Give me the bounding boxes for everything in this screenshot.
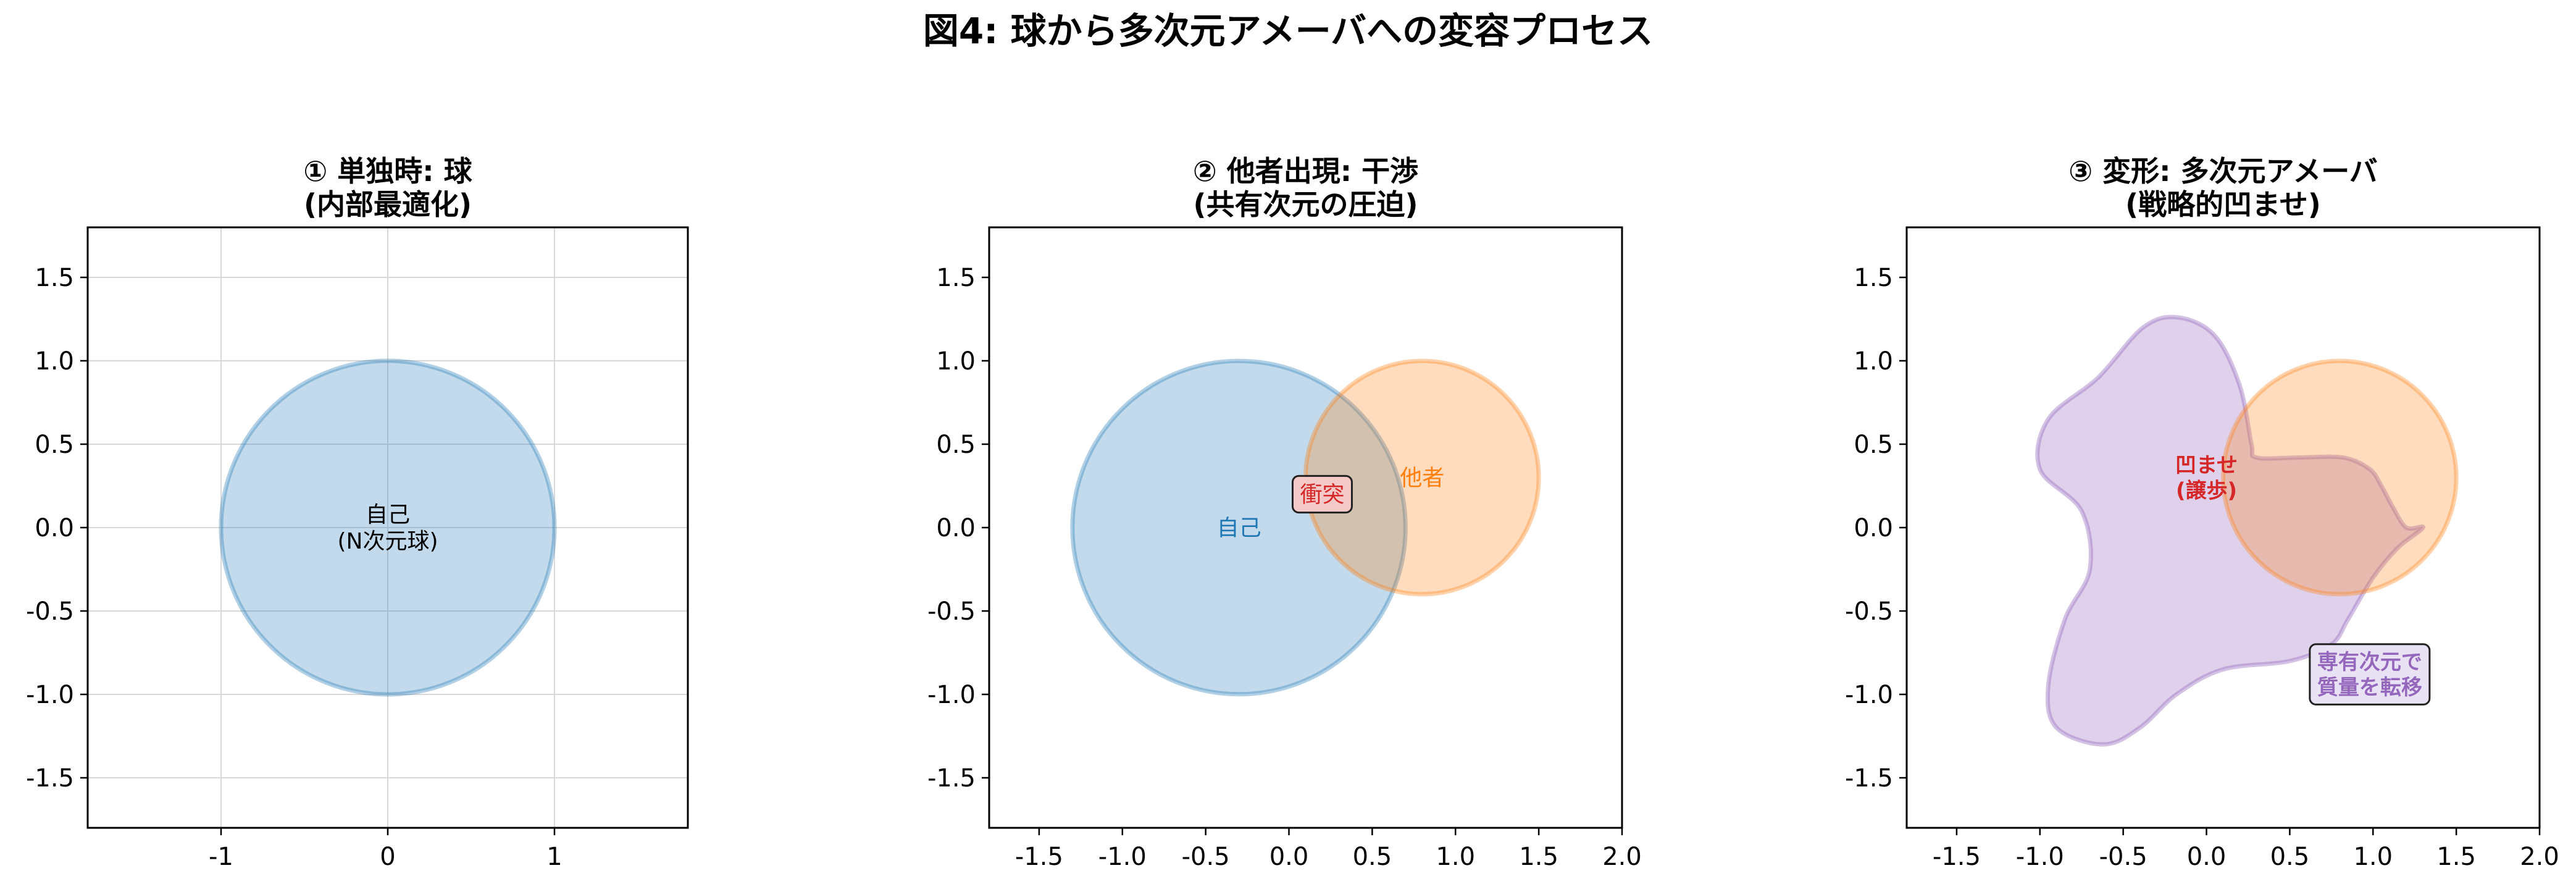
y-tick-label: -1.0: [26, 681, 74, 709]
y-tick-label: -1.0: [1845, 681, 1893, 709]
annotation-label: 他者: [1400, 466, 1444, 491]
panel-title-line: (共有次元の圧迫): [1193, 188, 1418, 221]
plot-area: [1070, 358, 1541, 697]
y-tick-label: 0.0: [35, 514, 74, 542]
annotation-label-line: 他者: [1400, 466, 1444, 491]
y-tick-label: -1.5: [1845, 764, 1893, 793]
x-tick-label: 0.0: [1269, 843, 1309, 871]
x-tick-label: -0.5: [1182, 843, 1230, 871]
y-tick-label: 0.5: [35, 431, 74, 459]
annotation-label: 衝突: [1300, 482, 1344, 508]
panel-title: ① 単独時: 球(内部最適化): [303, 154, 472, 221]
x-tick-label: 1: [546, 843, 562, 871]
y-tick-label: -0.5: [1845, 597, 1893, 626]
annotation-label: 凹ませ(譲歩): [2175, 453, 2238, 503]
annotation-label: 自己: [1217, 516, 1261, 541]
annotation-label: 専有次元で質量を転移: [2317, 650, 2422, 700]
y-tick-label: 0.5: [936, 431, 976, 459]
y-tick-label: -1.5: [26, 764, 74, 793]
y-tick-label: -1.5: [927, 764, 976, 793]
panel-title: ② 他者出現: 干渉(共有次元の圧迫): [1193, 154, 1418, 221]
x-tick-label: 0: [380, 843, 395, 871]
annotation-label-line: (N次元球): [337, 529, 438, 554]
y-tick-label: 1.0: [1854, 347, 1893, 376]
panel-title-line: ③ 変形: 多次元アメーバ: [2068, 154, 2378, 188]
x-tick-label: 1.0: [2353, 843, 2393, 871]
y-tick-label: 1.5: [35, 264, 74, 292]
y-tick-label: -0.5: [26, 597, 74, 626]
y-tick-label: 1.0: [35, 347, 74, 376]
x-tick-label: 0.0: [2187, 843, 2227, 871]
panel-title-line: (戦略的凹ませ): [2125, 188, 2321, 221]
annotation-label-line: 専有次元で: [2317, 650, 2422, 675]
annotation-label-line: 質量を転移: [2317, 675, 2422, 700]
x-tick-label: 1.0: [1436, 843, 1475, 871]
annotation-box: [1291, 474, 1353, 514]
panel-single-sphere: ① 単独時: 球(内部最適化) 自己(N次元球) -1 0 1 1.5 1.0 0.5 0.0 -…: [26, 154, 689, 871]
x-tick-label: -1.0: [1098, 843, 1147, 871]
annotation-box: [2309, 643, 2431, 706]
panel-title: ③ 変形: 多次元アメーバ(戦略的凹ませ): [2068, 154, 2378, 221]
x-tick-label: -1.5: [1015, 843, 1063, 871]
self-circle: [219, 358, 557, 697]
x-tick-label: 0.5: [2270, 843, 2310, 871]
plot-area: [219, 358, 557, 697]
other-circle: [2221, 358, 2459, 597]
self-circle: [1070, 358, 1408, 697]
y-tick-label: 0.5: [1854, 431, 1893, 459]
amoeba-shape: [2035, 314, 2425, 747]
plot-area: [2035, 314, 2459, 747]
figure-title: 図4: 球から多次元アメーバへの変容プロセス: [923, 10, 1653, 52]
x-tick-label: 0.5: [1353, 843, 1392, 871]
x-tick-label: -1.5: [1933, 843, 1981, 871]
x-tick-label: 1.5: [1519, 843, 1558, 871]
annotation-label-line: (譲歩): [2176, 478, 2237, 503]
y-tick-label: 0.0: [1854, 514, 1893, 542]
annotation-label-line: 衝突: [1300, 482, 1344, 508]
annotation-label-line: 自己: [1217, 516, 1261, 541]
y-tick-label: -1.0: [927, 681, 976, 709]
x-tick-label: -0.5: [2099, 843, 2147, 871]
annotation-label-line: 凹ませ: [2175, 453, 2238, 478]
panel-title-line: (内部最適化): [304, 188, 472, 221]
x-tick-label: -1.0: [2016, 843, 2064, 871]
annotation-label-line: 自己: [366, 502, 410, 528]
x-tick-label: 2.0: [1602, 843, 1642, 871]
y-tick-label: 1.5: [1854, 264, 1893, 292]
y-tick-label: 1.0: [936, 347, 976, 376]
panel-title-line: ① 単独時: 球: [303, 154, 472, 188]
y-tick-label: 1.5: [936, 264, 976, 292]
panel-title-line: ② 他者出現: 干渉: [1193, 154, 1418, 188]
x-tick-label: 2.0: [2520, 843, 2559, 871]
y-tick-label: -0.5: [927, 597, 976, 626]
annotation-label: 自己(N次元球): [337, 502, 438, 554]
x-tick-label: -1: [209, 843, 233, 871]
x-tick-label: 1.5: [2436, 843, 2476, 871]
panel-amoeba: ③ 変形: 多次元アメーバ(戦略的凹ませ) 凹ませ(譲歩) 専有次元で質量を転移 -1…: [1845, 154, 2559, 871]
y-tick-label: 0.0: [936, 514, 976, 542]
